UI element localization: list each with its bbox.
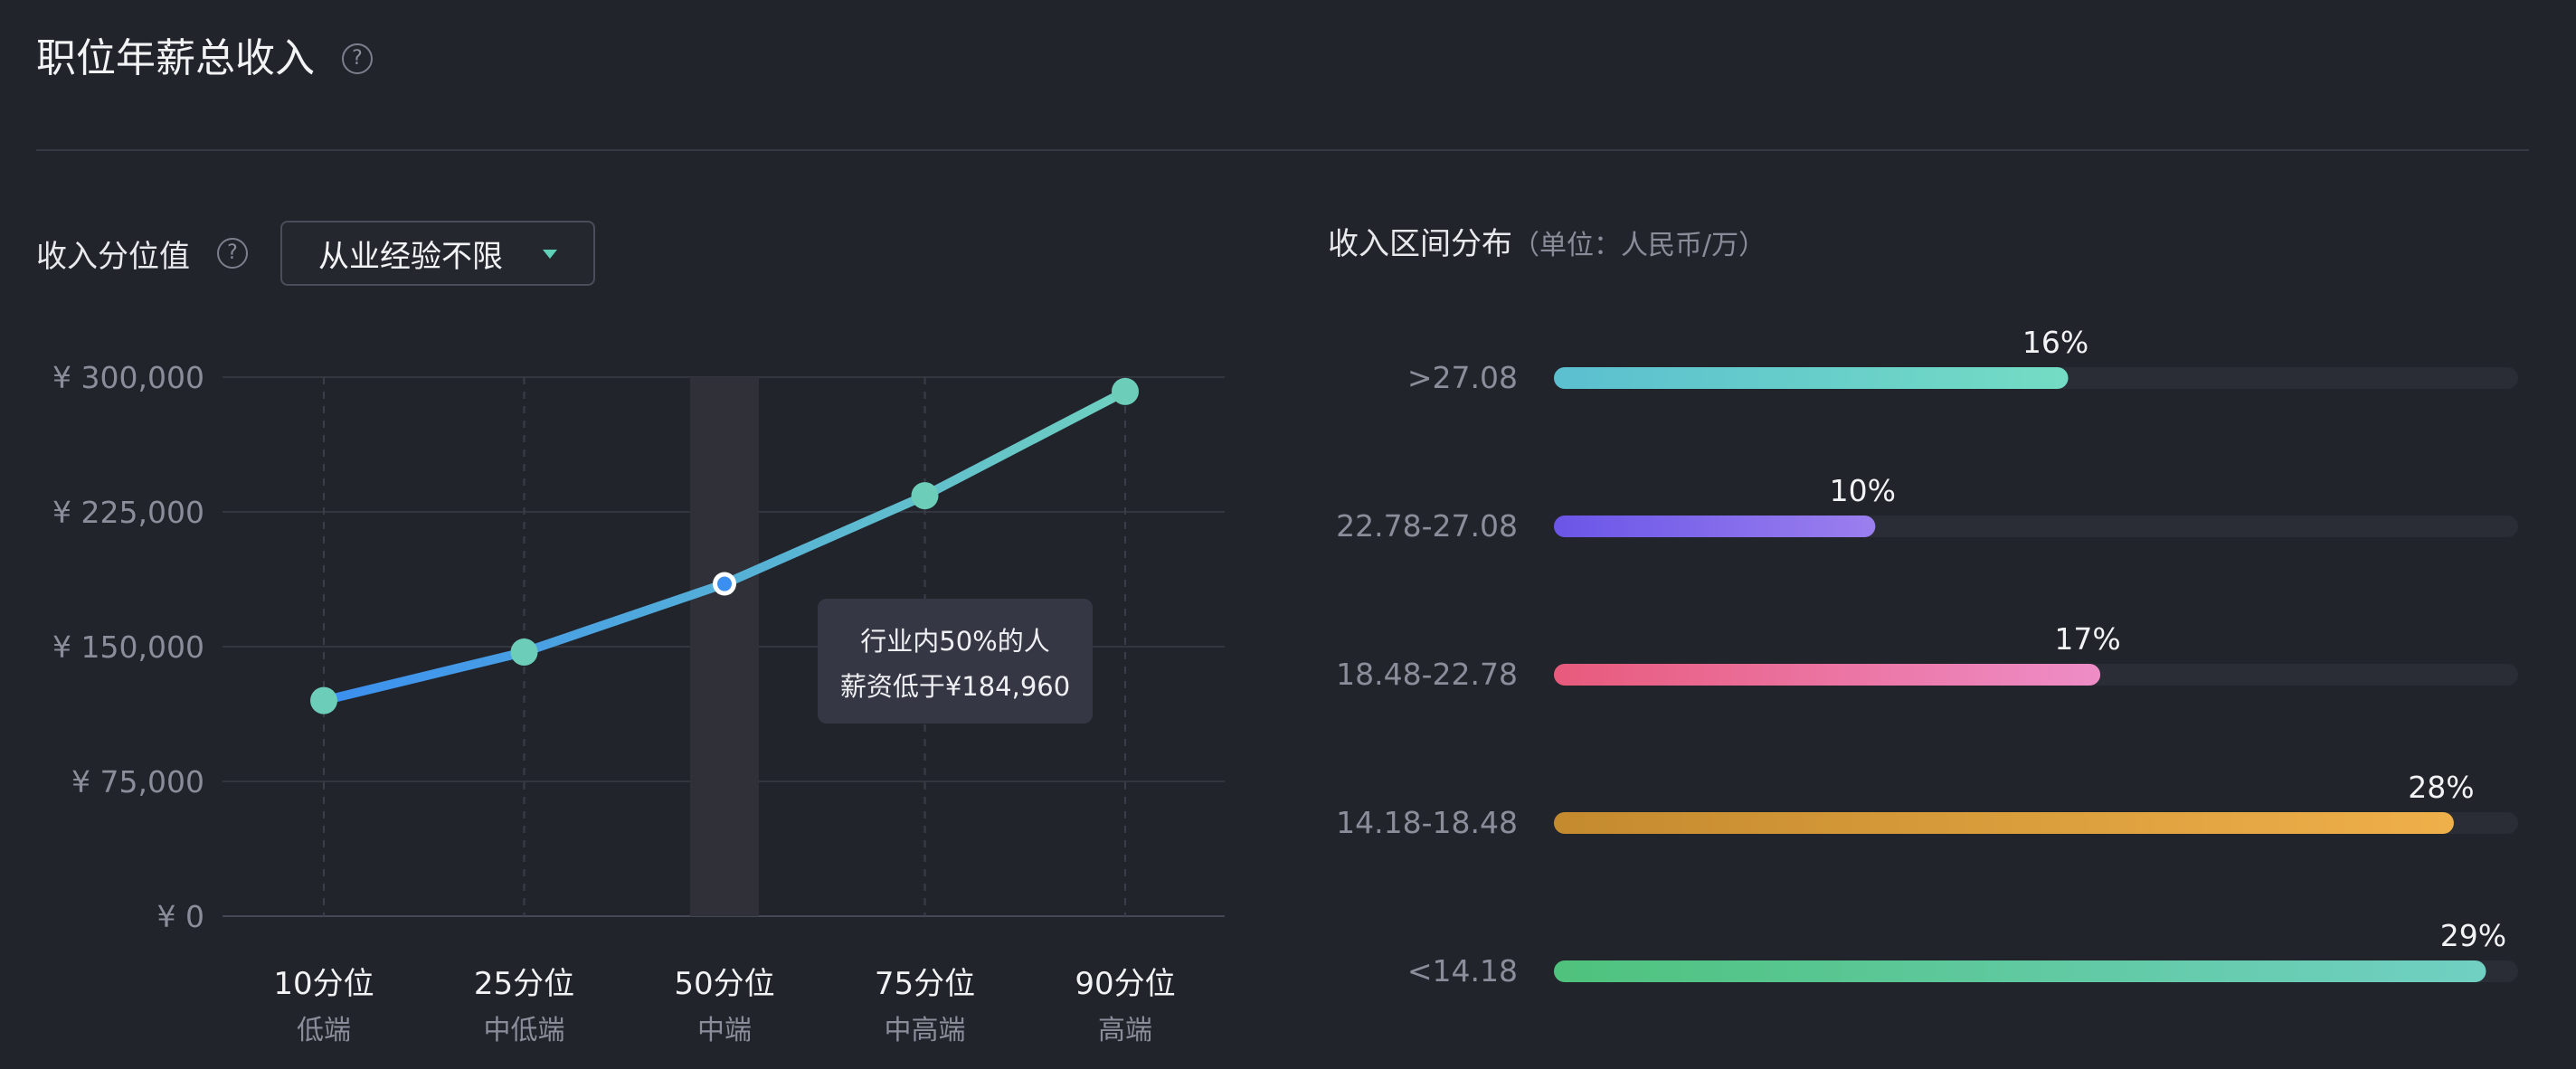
x-sublabel: 中端 — [697, 1015, 752, 1046]
distribution-title-text: 收入区间分布 — [1328, 226, 1512, 262]
x-tick-label: 90分位 — [1075, 966, 1175, 1002]
data-point — [310, 686, 337, 714]
experience-dropdown[interactable]: 从业经验不限 — [280, 221, 595, 286]
tooltip-line-2: 薪资低于¥184,960 — [839, 671, 1071, 702]
data-point-highlight-core — [717, 576, 732, 591]
category-label: 14.18-18.48 — [1336, 805, 1518, 840]
page-title: 职位年薪总收入 — [36, 35, 315, 81]
y-tick-label: ¥ 225,000 — [52, 495, 204, 530]
value-label: 10% — [1830, 473, 1896, 508]
category-label: 18.48-22.78 — [1336, 657, 1518, 692]
percentile-line-chart: ¥ 300,000 ¥ 225,000 ¥ 150,000 ¥ 75,000 ¥ 0 1… — [52, 360, 1225, 1046]
category-label: >27.08 — [1407, 360, 1518, 395]
value-label: 17% — [2054, 621, 2120, 657]
value-label: 16% — [2022, 325, 2088, 360]
bar — [1554, 516, 1876, 537]
header-divider — [36, 149, 2529, 151]
value-label: 29% — [2440, 918, 2506, 953]
tooltip-line-1: 行业内50%的人 — [860, 626, 1050, 657]
highlight-band — [690, 377, 759, 916]
x-tick-label: 50分位 — [674, 966, 774, 1002]
data-point — [510, 638, 538, 666]
category-label: <14.18 — [1407, 953, 1518, 989]
caret-down-icon — [543, 250, 557, 259]
category-label: 22.78-27.08 — [1336, 508, 1518, 544]
x-tick-label: 25分位 — [474, 966, 574, 1002]
bar — [1554, 664, 2101, 686]
question-circle-icon[interactable]: ? — [342, 43, 373, 74]
bar — [1554, 812, 2454, 834]
y-tick-label: ¥ 75,000 — [71, 764, 204, 799]
chart-tooltip: 行业内50%的人 薪资低于¥184,960 — [818, 599, 1093, 724]
x-sublabel: 中低端 — [484, 1015, 565, 1046]
x-sublabel: 中高端 — [885, 1015, 966, 1046]
value-label: 28% — [2408, 770, 2474, 805]
x-tick-label: 10分位 — [273, 966, 374, 1002]
x-tick-label: 75分位 — [875, 966, 975, 1002]
distribution-title: 收入区间分布（单位：人民币/万） — [1328, 219, 1766, 263]
x-sublabel: 低端 — [297, 1015, 351, 1046]
income-distribution-bar-chart: >27.08 16% 22.78-27.08 10% 18.48-22.78 17% 14.… — [1336, 325, 2518, 989]
distribution-unit: （单位：人民币/万） — [1512, 230, 1766, 261]
bar — [1554, 960, 2486, 982]
y-tick-label: ¥ 0 — [157, 899, 204, 934]
bar — [1554, 367, 2069, 389]
y-tick-label: ¥ 300,000 — [52, 360, 204, 395]
percentile-label: 收入分位值 — [36, 239, 190, 275]
question-circle-icon[interactable]: ? — [217, 238, 248, 269]
y-tick-label: ¥ 150,000 — [52, 629, 204, 665]
data-point — [911, 482, 939, 510]
x-sublabel: 高端 — [1098, 1015, 1152, 1046]
experience-dropdown-label: 从业经验不限 — [318, 238, 503, 275]
data-point — [1112, 377, 1139, 405]
